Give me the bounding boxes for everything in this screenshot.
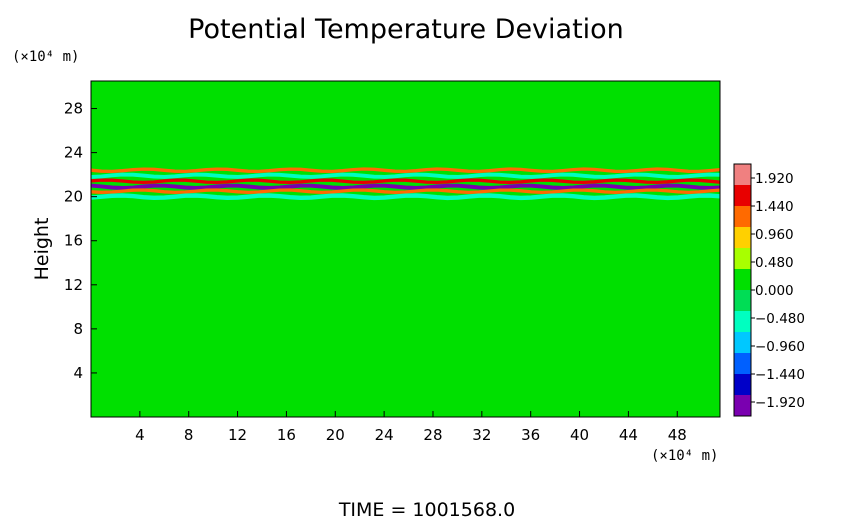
- colorbar-swatch: [734, 332, 751, 354]
- colorbar-swatch: [734, 290, 751, 312]
- colorbar-label: 0.000: [755, 283, 794, 299]
- colorbar-swatch: [734, 227, 751, 249]
- y-tick-label: 4: [73, 364, 83, 382]
- heatmap-band: [90, 193, 721, 201]
- x-tick-label: 48: [668, 426, 687, 444]
- colorbar-label: 0.960: [755, 227, 794, 243]
- x-tick-label: 28: [423, 426, 442, 444]
- y-tick-label: 8: [73, 320, 83, 338]
- x-tick-label: 8: [184, 426, 194, 444]
- x-tick-label: 32: [472, 426, 491, 444]
- colorbar-label: 1.920: [755, 171, 794, 187]
- colorbar-swatch: [734, 374, 751, 396]
- heatmap-band: [90, 178, 721, 185]
- y-tick-label: 12: [64, 276, 83, 294]
- colorbar-swatch: [734, 185, 751, 207]
- colorbar-label: 0.480: [755, 255, 794, 271]
- colorbar-label: −0.480: [755, 311, 805, 327]
- colorbar-swatch: [734, 353, 751, 375]
- colorbar-label: 1.440: [755, 199, 794, 215]
- heatmap-band: [90, 188, 721, 195]
- x-tick-label: 40: [570, 426, 589, 444]
- colorbar-swatch: [734, 395, 751, 417]
- colorbar-swatch: [734, 164, 751, 186]
- x-tick-label: 12: [228, 426, 247, 444]
- heatmap-band: [90, 172, 721, 179]
- plot-background: [91, 81, 720, 417]
- y-tick-label: 28: [64, 100, 83, 118]
- y-tick-label: 20: [64, 188, 83, 206]
- y-axis-label: Height: [31, 218, 53, 281]
- heatmap-band: [90, 183, 721, 190]
- x-tick-label: 4: [135, 426, 145, 444]
- x-axis-ticks: 4 8 12 16 20 24 28 32 36 40 44 48: [135, 411, 687, 444]
- colorbar-label: −0.960: [755, 339, 805, 355]
- colorbar-label: −1.920: [755, 395, 805, 411]
- colorbar: 1.920 1.440 0.960 0.480 0.000 −0.480 −0.960 −1.…: [733, 163, 805, 417]
- plot-frame: [90, 80, 721, 418]
- y-unit-label: (×10⁴ m): [12, 49, 79, 65]
- colorbar-label: −1.440: [755, 367, 805, 383]
- colorbar-swatch: [734, 248, 751, 270]
- x-tick-label: 36: [521, 426, 540, 444]
- heatmap-band: [90, 167, 721, 174]
- x-unit-label: (×10⁴ m): [651, 448, 718, 464]
- x-tick-label: 44: [619, 426, 638, 444]
- y-tick-label: 24: [64, 144, 83, 162]
- time-label: TIME = 1001568.0: [338, 499, 515, 519]
- x-tick-label: 24: [375, 426, 394, 444]
- colorbar-swatch: [734, 269, 751, 291]
- plot-area: [90, 80, 721, 418]
- chart-title: Potential Temperature Deviation: [188, 14, 624, 45]
- y-axis-ticks: 4 8 12 16 20 24 28: [64, 100, 97, 382]
- x-tick-label: 16: [277, 426, 296, 444]
- x-tick-label: 20: [326, 426, 345, 444]
- colorbar-swatch: [734, 206, 751, 228]
- y-tick-label: 16: [64, 232, 83, 250]
- colorbar-swatch: [734, 311, 751, 333]
- heatmap-features: [90, 167, 721, 201]
